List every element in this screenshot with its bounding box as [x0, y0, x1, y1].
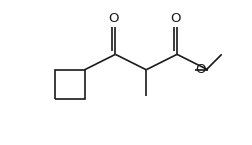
Text: O: O [170, 12, 180, 25]
Text: O: O [195, 63, 205, 76]
Text: O: O [108, 12, 119, 25]
